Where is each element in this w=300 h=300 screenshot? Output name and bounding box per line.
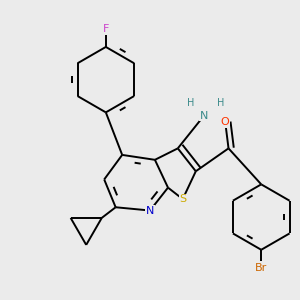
Text: S: S [179,194,186,204]
Text: F: F [103,24,109,34]
Text: N: N [200,111,208,121]
Text: H: H [187,98,195,108]
Text: O: O [221,117,230,127]
Text: N: N [146,206,154,215]
Text: H: H [217,98,224,108]
Text: Br: Br [255,263,267,273]
